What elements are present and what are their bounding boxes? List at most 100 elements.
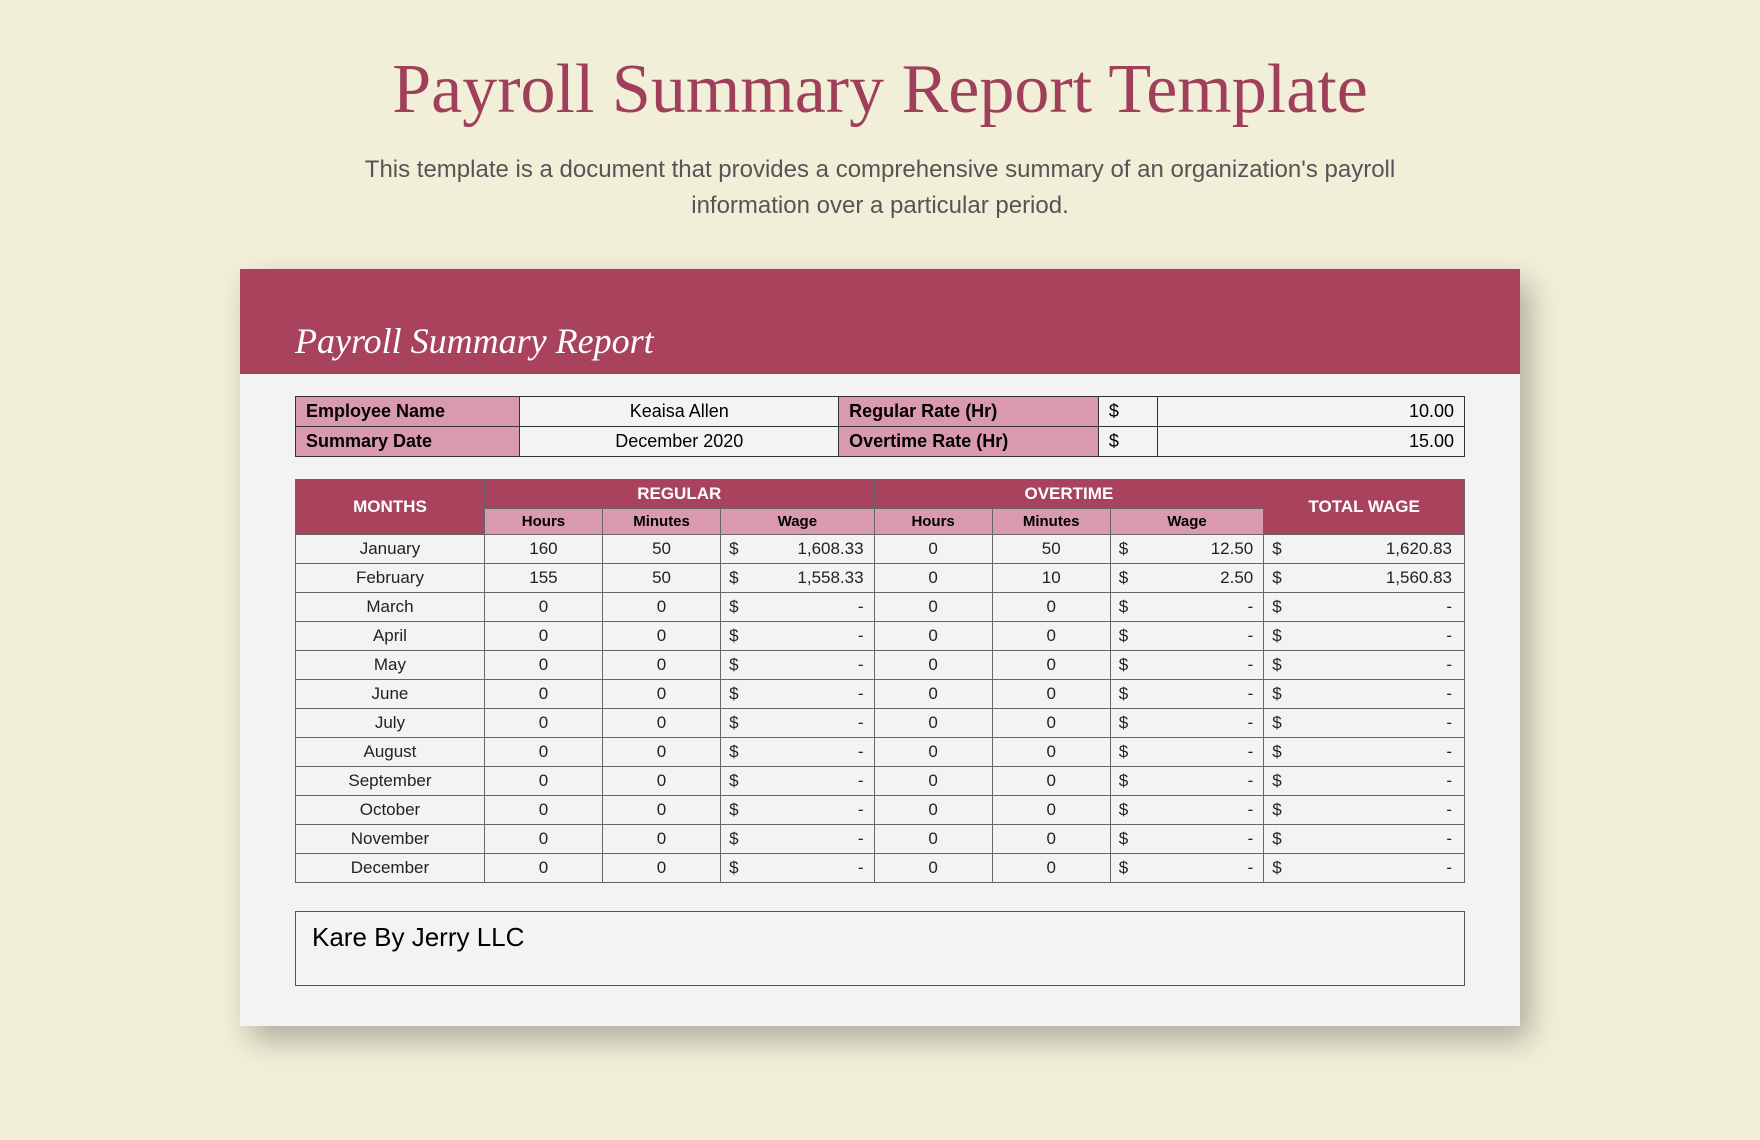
cell-reg-wage: $- (721, 854, 875, 883)
col-ot-wage: Wage (1110, 509, 1264, 535)
cell-reg-minutes: 0 (603, 709, 721, 738)
cell-ot-minutes: 0 (992, 738, 1110, 767)
cell-ot-wage: $- (1110, 854, 1264, 883)
col-ot-hours: Hours (874, 509, 992, 535)
cell-reg-minutes: 0 (603, 796, 721, 825)
summary-date-value: December 2020 (520, 427, 839, 457)
cell-ot-wage: $- (1110, 680, 1264, 709)
cell-ot-wage: $2.50 (1110, 564, 1264, 593)
cell-total-wage: $- (1264, 796, 1465, 825)
table-row: October00$-00$-$- (296, 796, 1465, 825)
cell-total-wage: $- (1264, 622, 1465, 651)
cell-ot-minutes: 50 (992, 535, 1110, 564)
cell-reg-hours: 0 (484, 622, 602, 651)
cell-reg-minutes: 0 (603, 825, 721, 854)
cell-reg-hours: 0 (484, 767, 602, 796)
table-row: March00$-00$-$- (296, 593, 1465, 622)
col-reg-minutes: Minutes (603, 509, 721, 535)
cell-ot-hours: 0 (874, 593, 992, 622)
cell-reg-hours: 0 (484, 680, 602, 709)
cell-reg-hours: 160 (484, 535, 602, 564)
cell-ot-hours: 0 (874, 709, 992, 738)
info-row: Employee Name Keaisa Allen Regular Rate … (296, 397, 1465, 427)
cell-total-wage: $- (1264, 593, 1465, 622)
table-row: February15550$1,558.33010$2.50$1,560.83 (296, 564, 1465, 593)
cell-reg-minutes: 0 (603, 767, 721, 796)
cell-reg-hours: 155 (484, 564, 602, 593)
table-row: June00$-00$-$- (296, 680, 1465, 709)
cell-reg-minutes: 0 (603, 651, 721, 680)
cell-reg-hours: 0 (484, 854, 602, 883)
cell-ot-hours: 0 (874, 767, 992, 796)
cell-ot-hours: 0 (874, 680, 992, 709)
cell-reg-minutes: 0 (603, 854, 721, 883)
cell-reg-wage: $- (721, 825, 875, 854)
cell-month: December (296, 854, 485, 883)
regular-rate-currency: $ (1098, 397, 1157, 427)
cell-month: September (296, 767, 485, 796)
cell-reg-wage: $- (721, 796, 875, 825)
cell-month: March (296, 593, 485, 622)
table-row: July00$-00$-$- (296, 709, 1465, 738)
cell-ot-hours: 0 (874, 854, 992, 883)
cell-total-wage: $- (1264, 738, 1465, 767)
cell-ot-wage: $- (1110, 767, 1264, 796)
table-row: December00$-00$-$- (296, 854, 1465, 883)
col-reg-hours: Hours (484, 509, 602, 535)
cell-month: October (296, 796, 485, 825)
footer-company: Kare By Jerry LLC (312, 922, 524, 952)
cell-ot-wage: $- (1110, 738, 1264, 767)
cell-ot-hours: 0 (874, 738, 992, 767)
cell-ot-wage: $- (1110, 622, 1264, 651)
regular-rate-label: Regular Rate (Hr) (839, 397, 1099, 427)
cell-ot-hours: 0 (874, 651, 992, 680)
cell-ot-minutes: 0 (992, 680, 1110, 709)
cell-month: July (296, 709, 485, 738)
payroll-data-table: MONTHS REGULAR OVERTIME TOTAL WAGE Hours… (295, 479, 1465, 883)
cell-ot-wage: $- (1110, 593, 1264, 622)
cell-ot-hours: 0 (874, 564, 992, 593)
col-overtime: OVERTIME (874, 480, 1264, 509)
cell-ot-minutes: 0 (992, 709, 1110, 738)
cell-reg-hours: 0 (484, 593, 602, 622)
cell-reg-minutes: 50 (603, 535, 721, 564)
cell-total-wage: $- (1264, 825, 1465, 854)
cell-reg-wage: $- (721, 651, 875, 680)
cell-ot-minutes: 0 (992, 767, 1110, 796)
footer-company-box: Kare By Jerry LLC (295, 911, 1465, 986)
cell-ot-hours: 0 (874, 796, 992, 825)
col-reg-wage: Wage (721, 509, 875, 535)
report-banner: Payroll Summary Report (240, 269, 1520, 374)
cell-ot-wage: $- (1110, 709, 1264, 738)
cell-month: August (296, 738, 485, 767)
cell-ot-hours: 0 (874, 622, 992, 651)
cell-reg-hours: 0 (484, 709, 602, 738)
cell-reg-hours: 0 (484, 651, 602, 680)
cell-ot-minutes: 0 (992, 854, 1110, 883)
cell-reg-wage: $- (721, 709, 875, 738)
cell-month: April (296, 622, 485, 651)
cell-total-wage: $- (1264, 709, 1465, 738)
col-ot-minutes: Minutes (992, 509, 1110, 535)
col-total-wage: TOTAL WAGE (1264, 480, 1465, 535)
cell-reg-wage: $- (721, 767, 875, 796)
cell-ot-wage: $- (1110, 796, 1264, 825)
cell-month: November (296, 825, 485, 854)
cell-reg-minutes: 0 (603, 593, 721, 622)
cell-reg-wage: $- (721, 622, 875, 651)
cell-reg-wage: $- (721, 593, 875, 622)
cell-ot-minutes: 0 (992, 593, 1110, 622)
cell-reg-wage: $1,608.33 (721, 535, 875, 564)
cell-total-wage: $- (1264, 767, 1465, 796)
employee-name-value: Keaisa Allen (520, 397, 839, 427)
table-row: January16050$1,608.33050$12.50$1,620.83 (296, 535, 1465, 564)
banner-title: Payroll Summary Report (295, 320, 654, 362)
info-row: Summary Date December 2020 Overtime Rate… (296, 427, 1465, 457)
cell-ot-minutes: 0 (992, 622, 1110, 651)
col-regular: REGULAR (484, 480, 874, 509)
cell-reg-hours: 0 (484, 796, 602, 825)
table-row: November00$-00$-$- (296, 825, 1465, 854)
table-row: August00$-00$-$- (296, 738, 1465, 767)
overtime-rate-currency: $ (1098, 427, 1157, 457)
summary-date-label: Summary Date (296, 427, 520, 457)
